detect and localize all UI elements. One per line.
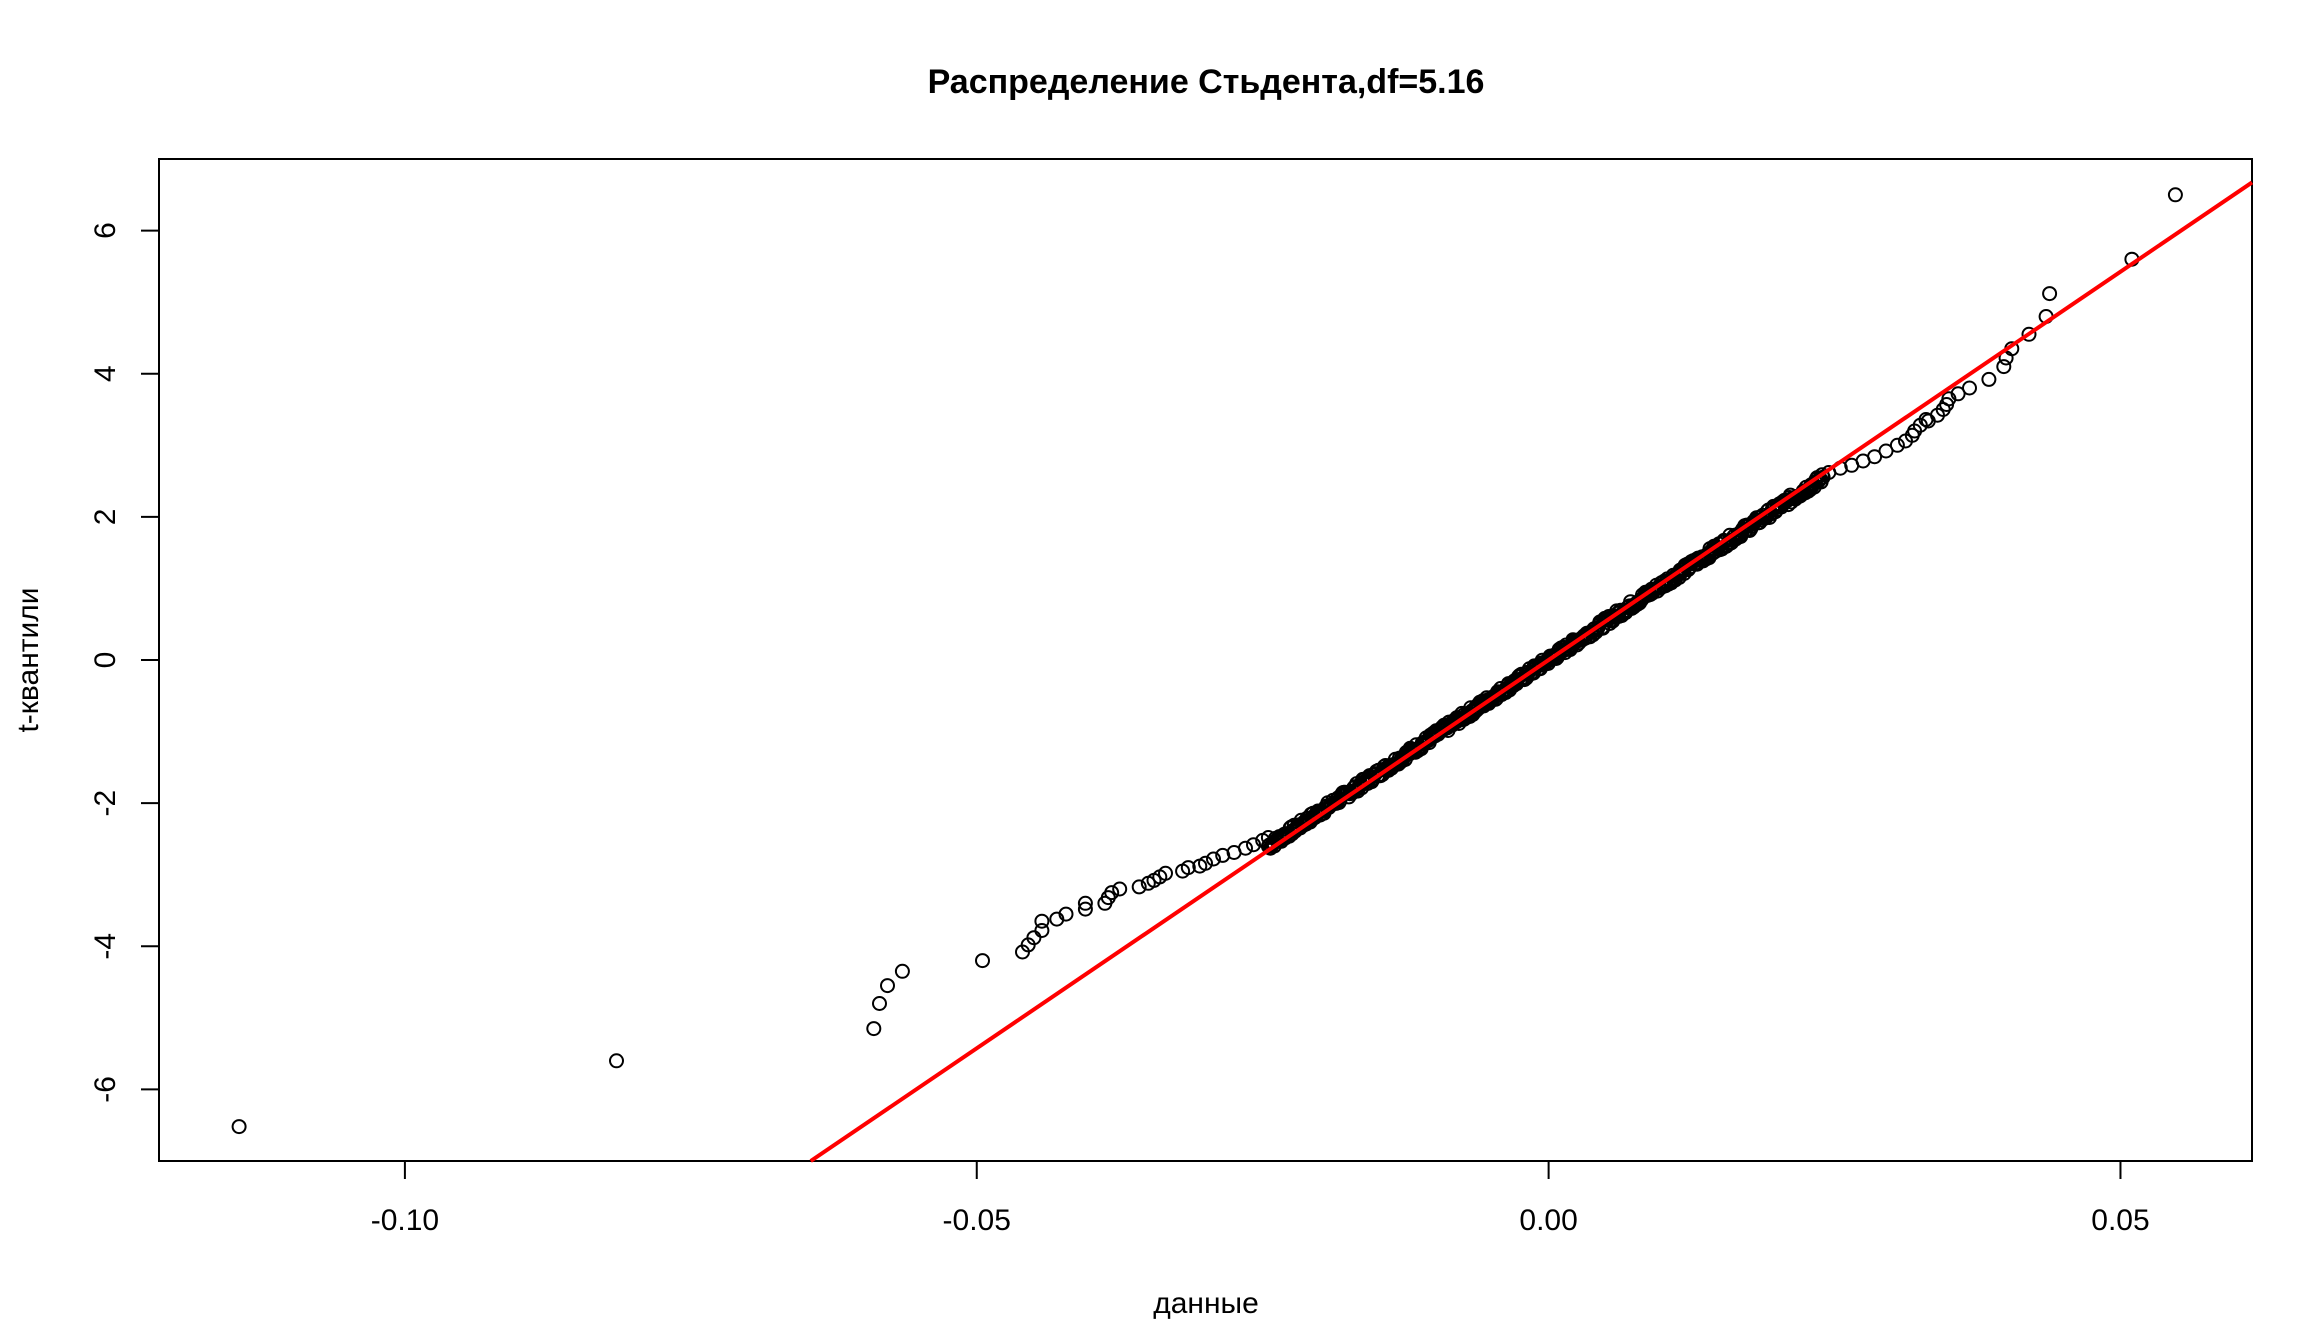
x-tick-label: -0.05: [943, 1204, 1011, 1237]
x-tick-label: 0.00: [1519, 1204, 1577, 1237]
y-tick-label: -6: [89, 1076, 122, 1103]
y-axis-label: t-квантили: [12, 587, 45, 732]
data-point: [872, 996, 887, 1011]
data-points: [231, 187, 2183, 1135]
x-axis-label: данные: [1153, 1287, 1259, 1320]
data-point: [975, 953, 990, 969]
data-point: [894, 963, 910, 979]
data-point: [1131, 879, 1147, 895]
data-point: [880, 978, 895, 994]
data-point: [1034, 923, 1050, 938]
y-tick-label: 0: [89, 652, 122, 669]
x-axis: -0.10 -0.05 0.00 0.05: [371, 1160, 2150, 1237]
data-point: [1246, 837, 1261, 853]
data-point: [1867, 449, 1883, 465]
data-point: [1962, 380, 1977, 396]
data-point: [1158, 865, 1173, 881]
data-point: [1180, 860, 1196, 876]
data-point: [2042, 286, 2058, 302]
y-tick-label: 2: [89, 509, 122, 526]
plot-area-frame: [158, 158, 2253, 1162]
y-tick-label: -2: [89, 790, 122, 817]
data-point: [1112, 881, 1128, 897]
data-point: [1077, 895, 1093, 911]
data-point: [1198, 855, 1213, 871]
x-tick-label: -0.10: [371, 1204, 439, 1237]
y-axis: -6 -4 -2 0 2 4 6: [89, 222, 160, 1103]
reference-line-group: [809, 180, 2254, 1163]
x-tick-label: 0.05: [2091, 1204, 2149, 1237]
data-point: [2021, 326, 2037, 342]
data-point: [1996, 359, 2012, 375]
data-point: [1878, 443, 1894, 459]
data-point: [231, 1119, 247, 1135]
y-tick-label: 6: [89, 222, 122, 239]
data-point: [866, 1021, 882, 1037]
data-point: [1104, 885, 1120, 901]
data-point: [1034, 913, 1050, 929]
chart-title: Распределение Стьдента,df=5.16: [928, 63, 1485, 101]
data-point: [1058, 906, 1074, 922]
reference-line: [809, 180, 2254, 1163]
data-point: [1077, 901, 1093, 917]
y-tick-label: -4: [89, 933, 122, 960]
data-point: [1238, 840, 1253, 856]
data-point: [1889, 437, 1905, 453]
data-point: [1981, 371, 1997, 387]
y-tick-label: 4: [89, 365, 122, 382]
data-point: [2167, 187, 2183, 203]
data-point: [1206, 851, 1221, 867]
data-point: [1950, 386, 1966, 402]
data-point: [609, 1053, 624, 1069]
